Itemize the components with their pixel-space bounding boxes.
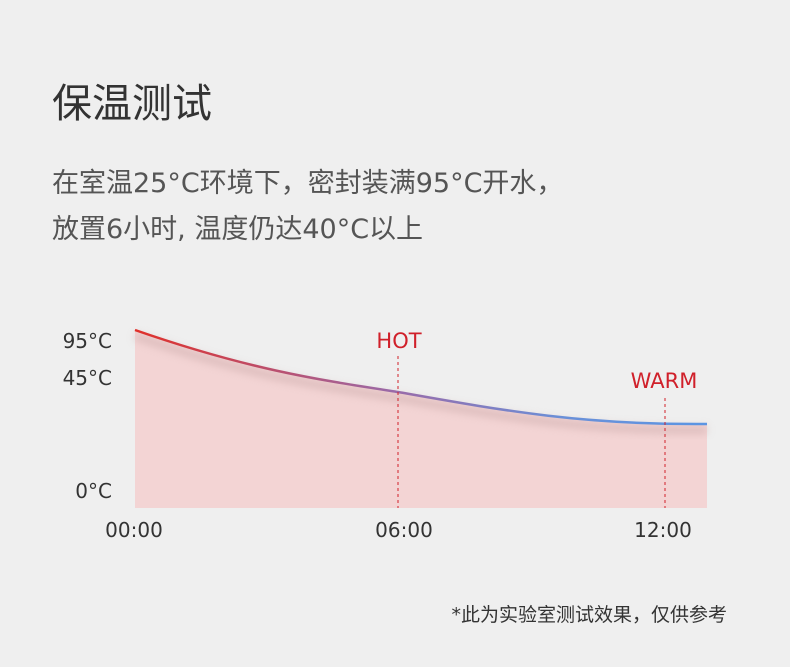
y-label: 45°C bbox=[63, 366, 112, 390]
y-label: 0°C bbox=[75, 479, 112, 503]
x-label: 12:00 bbox=[634, 518, 692, 542]
marker-label: HOT bbox=[376, 329, 421, 353]
title: 保温测试 bbox=[52, 81, 212, 127]
x-label: 00:00 bbox=[105, 518, 163, 542]
footnote: *此为实验室测试效果，仅供参考 bbox=[451, 604, 727, 626]
marker-label: WARM bbox=[631, 369, 698, 393]
description-line: 放置6小时, 温度仍达40°C以上 bbox=[52, 214, 423, 245]
x-label: 06:00 bbox=[375, 518, 433, 542]
description-line: 在室温25°C环境下，密封装满95°C开水， bbox=[52, 168, 563, 199]
y-label: 95°C bbox=[63, 329, 112, 353]
